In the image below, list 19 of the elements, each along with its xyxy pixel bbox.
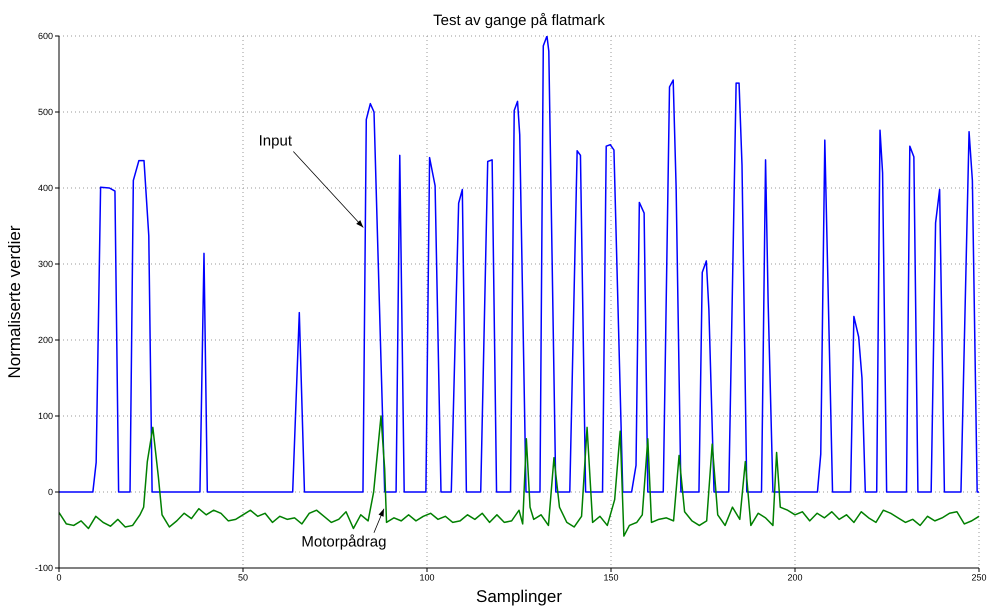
y-tick-label: -100 [34, 563, 53, 574]
annotation: Input [258, 132, 293, 150]
x-tick-label: 0 [56, 572, 62, 582]
y-tick-label: 600 [38, 31, 53, 42]
annotation: Motorpådrag [301, 534, 386, 551]
y-tick-label: 100 [38, 411, 53, 422]
x-tick-label: 250 [971, 572, 987, 582]
x-axis-title: Samplinger [476, 587, 562, 606]
y-tick-label: 300 [38, 259, 53, 270]
x-tick-label: 200 [787, 572, 803, 582]
y-tick-label: 200 [38, 335, 53, 346]
x-tick-label: 100 [419, 572, 435, 582]
chart-title: Test av gange på flatmark [432, 12, 606, 29]
x-tick-label: 150 [603, 572, 619, 582]
x-tick-label: 50 [238, 572, 248, 582]
y-tick-label: 400 [38, 183, 53, 194]
y-tick-label: 500 [38, 107, 53, 118]
y-axis-title: Normaliserte verdier [5, 225, 24, 379]
y-tick-label: 0 [48, 487, 53, 498]
